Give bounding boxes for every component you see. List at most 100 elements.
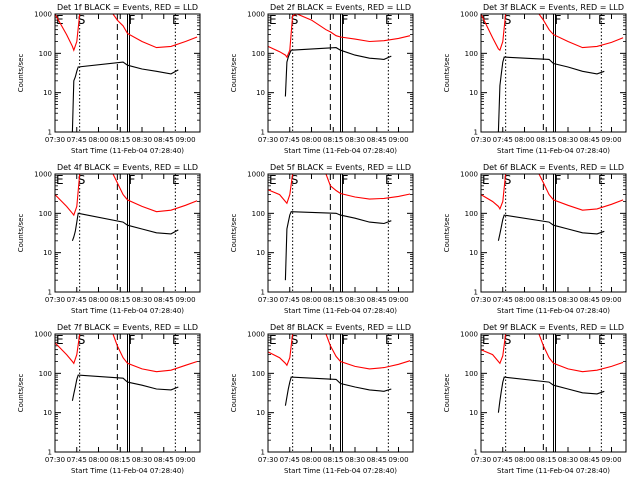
marker-label: F [555,173,562,187]
x-tick-label: 07:45 [280,136,300,144]
y-tick-label: 1 [261,449,265,457]
chart-panel-1: Det 1f BLACK = Events, RED = LLD Counts/s… [17,3,201,155]
marker-label: S [291,173,299,187]
y-axis-label: Counts/sec [443,54,451,93]
y-tick-label: 100 [252,50,265,58]
series-line-events [497,376,605,413]
x-axis-label: Start Time (11-Feb-04 07:28:40) [71,307,184,315]
plot-frame [54,173,201,293]
y-tick-label: 1 [48,449,52,457]
x-tick-label: 07:30 [258,296,278,304]
x-tick-label: 08:15 [536,296,556,304]
chart-title: Det 1f BLACK = Events, RED = LLD [57,3,198,12]
x-tick-label: 07:30 [45,136,65,144]
x-axis-label: Start Time (11-Feb-04 07:28:40) [71,467,184,475]
x-tick-label: 08:15 [323,456,343,464]
x-tick-label: 08:15 [536,456,556,464]
x-tick-label: 08:00 [514,296,534,304]
x-tick-label: 07:30 [471,296,491,304]
marker-label: S [291,13,299,27]
x-tick-label: 07:30 [258,136,278,144]
x-tick-label: 09:00 [388,136,408,144]
marker-label: F [342,173,349,187]
marker-label: E [269,173,277,187]
x-tick-label: 08:30 [558,296,578,304]
x-tick-label: 08:30 [132,136,152,144]
chart-panel-3: Det 3f BLACK = Events, RED = LLD Counts/s… [443,3,627,155]
y-tick-label: 100 [465,370,478,378]
chart-panel-5: Det 5f BLACK = Events, RED = LLD Counts/s… [230,163,414,315]
chart-panel-8: Det 8f BLACK = Events, RED = LLD Counts/s… [230,323,414,475]
marker-label: S [504,13,512,27]
marker-label: E [269,333,277,347]
x-tick-label: 08:45 [154,456,174,464]
chart-title: Det 8f BLACK = Events, RED = LLD [270,323,411,332]
x-tick-label: 07:30 [258,456,278,464]
marker-label: E [385,13,393,27]
marker-label: S [504,173,512,187]
x-tick-label: 07:45 [67,136,87,144]
x-tick-label: 07:45 [493,296,513,304]
y-tick-label: 10 [43,409,52,417]
marker-label: E [56,13,64,27]
series-line-events [284,47,392,97]
x-axis-label: Start Time (11-Feb-04 07:28:40) [497,147,610,155]
y-axis-label: Counts/sec [17,54,25,93]
y-axis-label: Counts/sec [230,54,238,93]
marker-label: E [172,333,180,347]
x-axis-label: Start Time (11-Feb-04 07:28:40) [284,147,397,155]
x-tick-label: 08:30 [558,456,578,464]
chart-panel-7: Det 7f BLACK = Events, RED = LLD Counts/s… [17,323,201,475]
x-tick-label: 07:45 [493,136,513,144]
x-tick-label: 09:00 [601,296,621,304]
y-tick-label: 10 [256,249,265,257]
chart-title: Det 2f BLACK = Events, RED = LLD [270,3,411,12]
y-tick-label: 10 [256,89,265,97]
y-tick-label: 1 [261,289,265,297]
y-tick-label: 1000 [247,171,265,179]
y-tick-label: 10 [469,409,478,417]
plot-frame [267,13,414,133]
x-tick-label: 08:00 [301,136,321,144]
y-tick-label: 1000 [34,331,52,339]
y-tick-label: 1000 [247,11,265,19]
x-axis-label: Start Time (11-Feb-04 07:28:40) [497,467,610,475]
x-tick-label: 08:45 [154,296,174,304]
marker-label: E [598,13,606,27]
y-tick-label: 1 [48,129,52,137]
plot-frame [480,333,627,453]
plot-frame [54,13,201,133]
plot-frame [267,333,414,453]
x-tick-label: 07:45 [280,456,300,464]
series-line-lld [267,13,411,59]
x-tick-label: 08:45 [367,136,387,144]
x-tick-label: 08:15 [536,136,556,144]
x-tick-label: 07:30 [471,136,491,144]
marker-label: F [342,13,349,27]
chart-panel-4: Det 4f BLACK = Events, RED = LLD Counts/s… [17,163,201,315]
x-tick-label: 07:45 [280,296,300,304]
y-tick-label: 100 [39,50,52,58]
marker-label: E [56,173,64,187]
x-tick-label: 08:00 [514,136,534,144]
marker-label: F [129,173,136,187]
y-tick-label: 1000 [34,171,52,179]
plot-frame [54,333,201,453]
marker-label: E [172,13,180,27]
x-tick-label: 07:45 [67,456,87,464]
y-axis-label: Counts/sec [443,374,451,413]
y-tick-label: 100 [39,210,52,218]
plot-frame [267,173,414,293]
x-tick-label: 08:00 [88,136,108,144]
plot-frame [480,13,627,133]
x-tick-label: 09:00 [601,456,621,464]
x-tick-label: 07:30 [45,456,65,464]
x-tick-label: 08:00 [301,456,321,464]
y-tick-label: 10 [469,249,478,257]
x-axis-label: Start Time (11-Feb-04 07:28:40) [284,467,397,475]
x-tick-label: 08:00 [514,456,534,464]
y-tick-label: 100 [465,50,478,58]
series-line-events [284,211,392,281]
x-tick-label: 08:45 [580,136,600,144]
